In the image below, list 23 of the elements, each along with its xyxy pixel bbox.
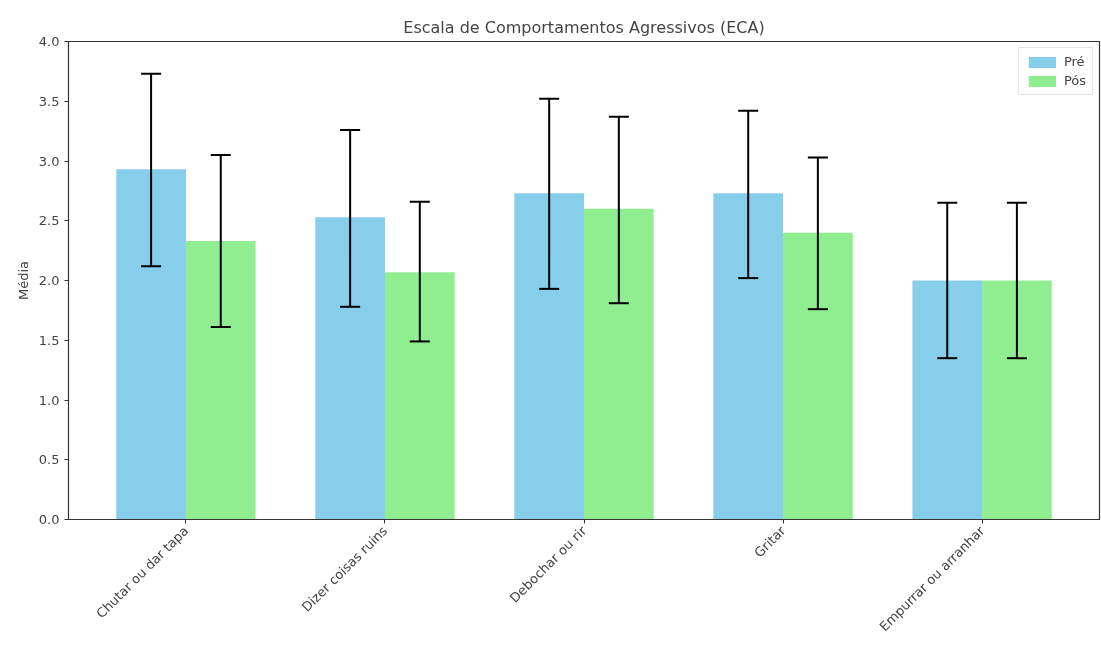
y-tick-label: 3.0 — [38, 153, 60, 169]
bar — [584, 208, 654, 520]
bar — [514, 193, 584, 520]
bar — [713, 193, 784, 520]
y-tick-label: 0.0 — [38, 512, 60, 527]
y-tick-label: 1.5 — [38, 332, 60, 348]
bar — [912, 280, 983, 520]
bar — [315, 217, 385, 520]
legend-label: Pós — [1063, 73, 1086, 88]
y-tick-label: 4.0 — [38, 34, 60, 49]
bar — [384, 272, 455, 520]
y-tick-label: 2.5 — [38, 213, 60, 229]
y-tick-label: 2.0 — [38, 273, 60, 288]
y-tick-label: 3.5 — [38, 93, 60, 109]
bar — [185, 241, 256, 520]
y-axis-title: Média — [15, 260, 31, 301]
legend-label: Pré — [1063, 54, 1085, 69]
y-tick-label: 1.0 — [38, 392, 60, 408]
bar — [783, 232, 853, 520]
y-tick-label: 0.5 — [38, 452, 60, 468]
bar — [116, 169, 186, 520]
bar — [982, 280, 1052, 520]
chart-title: Escala de Comportamentos Agressivos (ECA) — [403, 17, 765, 37]
